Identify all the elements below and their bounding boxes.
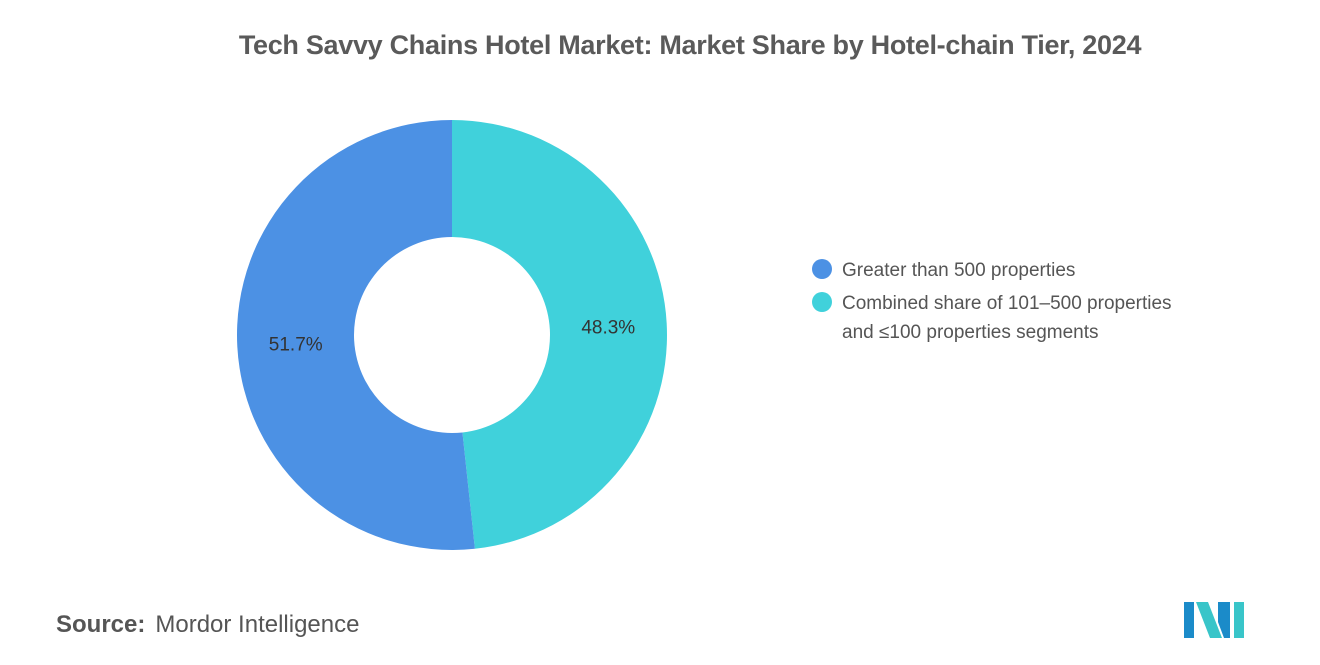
donut-slice-0	[452, 120, 667, 549]
donut-slice-1	[236, 120, 475, 550]
legend-label: Greater than 500 properties	[842, 260, 1076, 281]
legend-item-greater-than-500: Greater than 500 properties	[812, 256, 1172, 285]
chart-legend: Greater than 500 properties Combined sha…	[812, 256, 1172, 351]
mordor-intelligence-logo-icon	[1184, 602, 1244, 638]
source-value: Mordor Intelligence	[155, 611, 360, 638]
source-key: Source:	[56, 611, 146, 638]
legend-label: Combined share of 101–500 properties and…	[842, 293, 1172, 343]
donut-chart: 48.3% 51.7%	[236, 120, 667, 550]
donut-slice-label-1: 51.7%	[269, 334, 323, 355]
chart-title: Tech Savvy Chains Hotel Market: Market S…	[238, 30, 1142, 60]
legend-swatch	[812, 292, 832, 312]
source-note: Source: Mordor Intelligence	[56, 611, 359, 639]
legend-item-combined-share: Combined share of 101–500 properties and…	[812, 289, 1172, 347]
donut-slices	[236, 120, 667, 550]
donut-slice-label-0: 48.3%	[581, 318, 635, 339]
legend-swatch	[812, 259, 832, 279]
donut-slice-labels: 48.3% 51.7%	[269, 318, 636, 356]
